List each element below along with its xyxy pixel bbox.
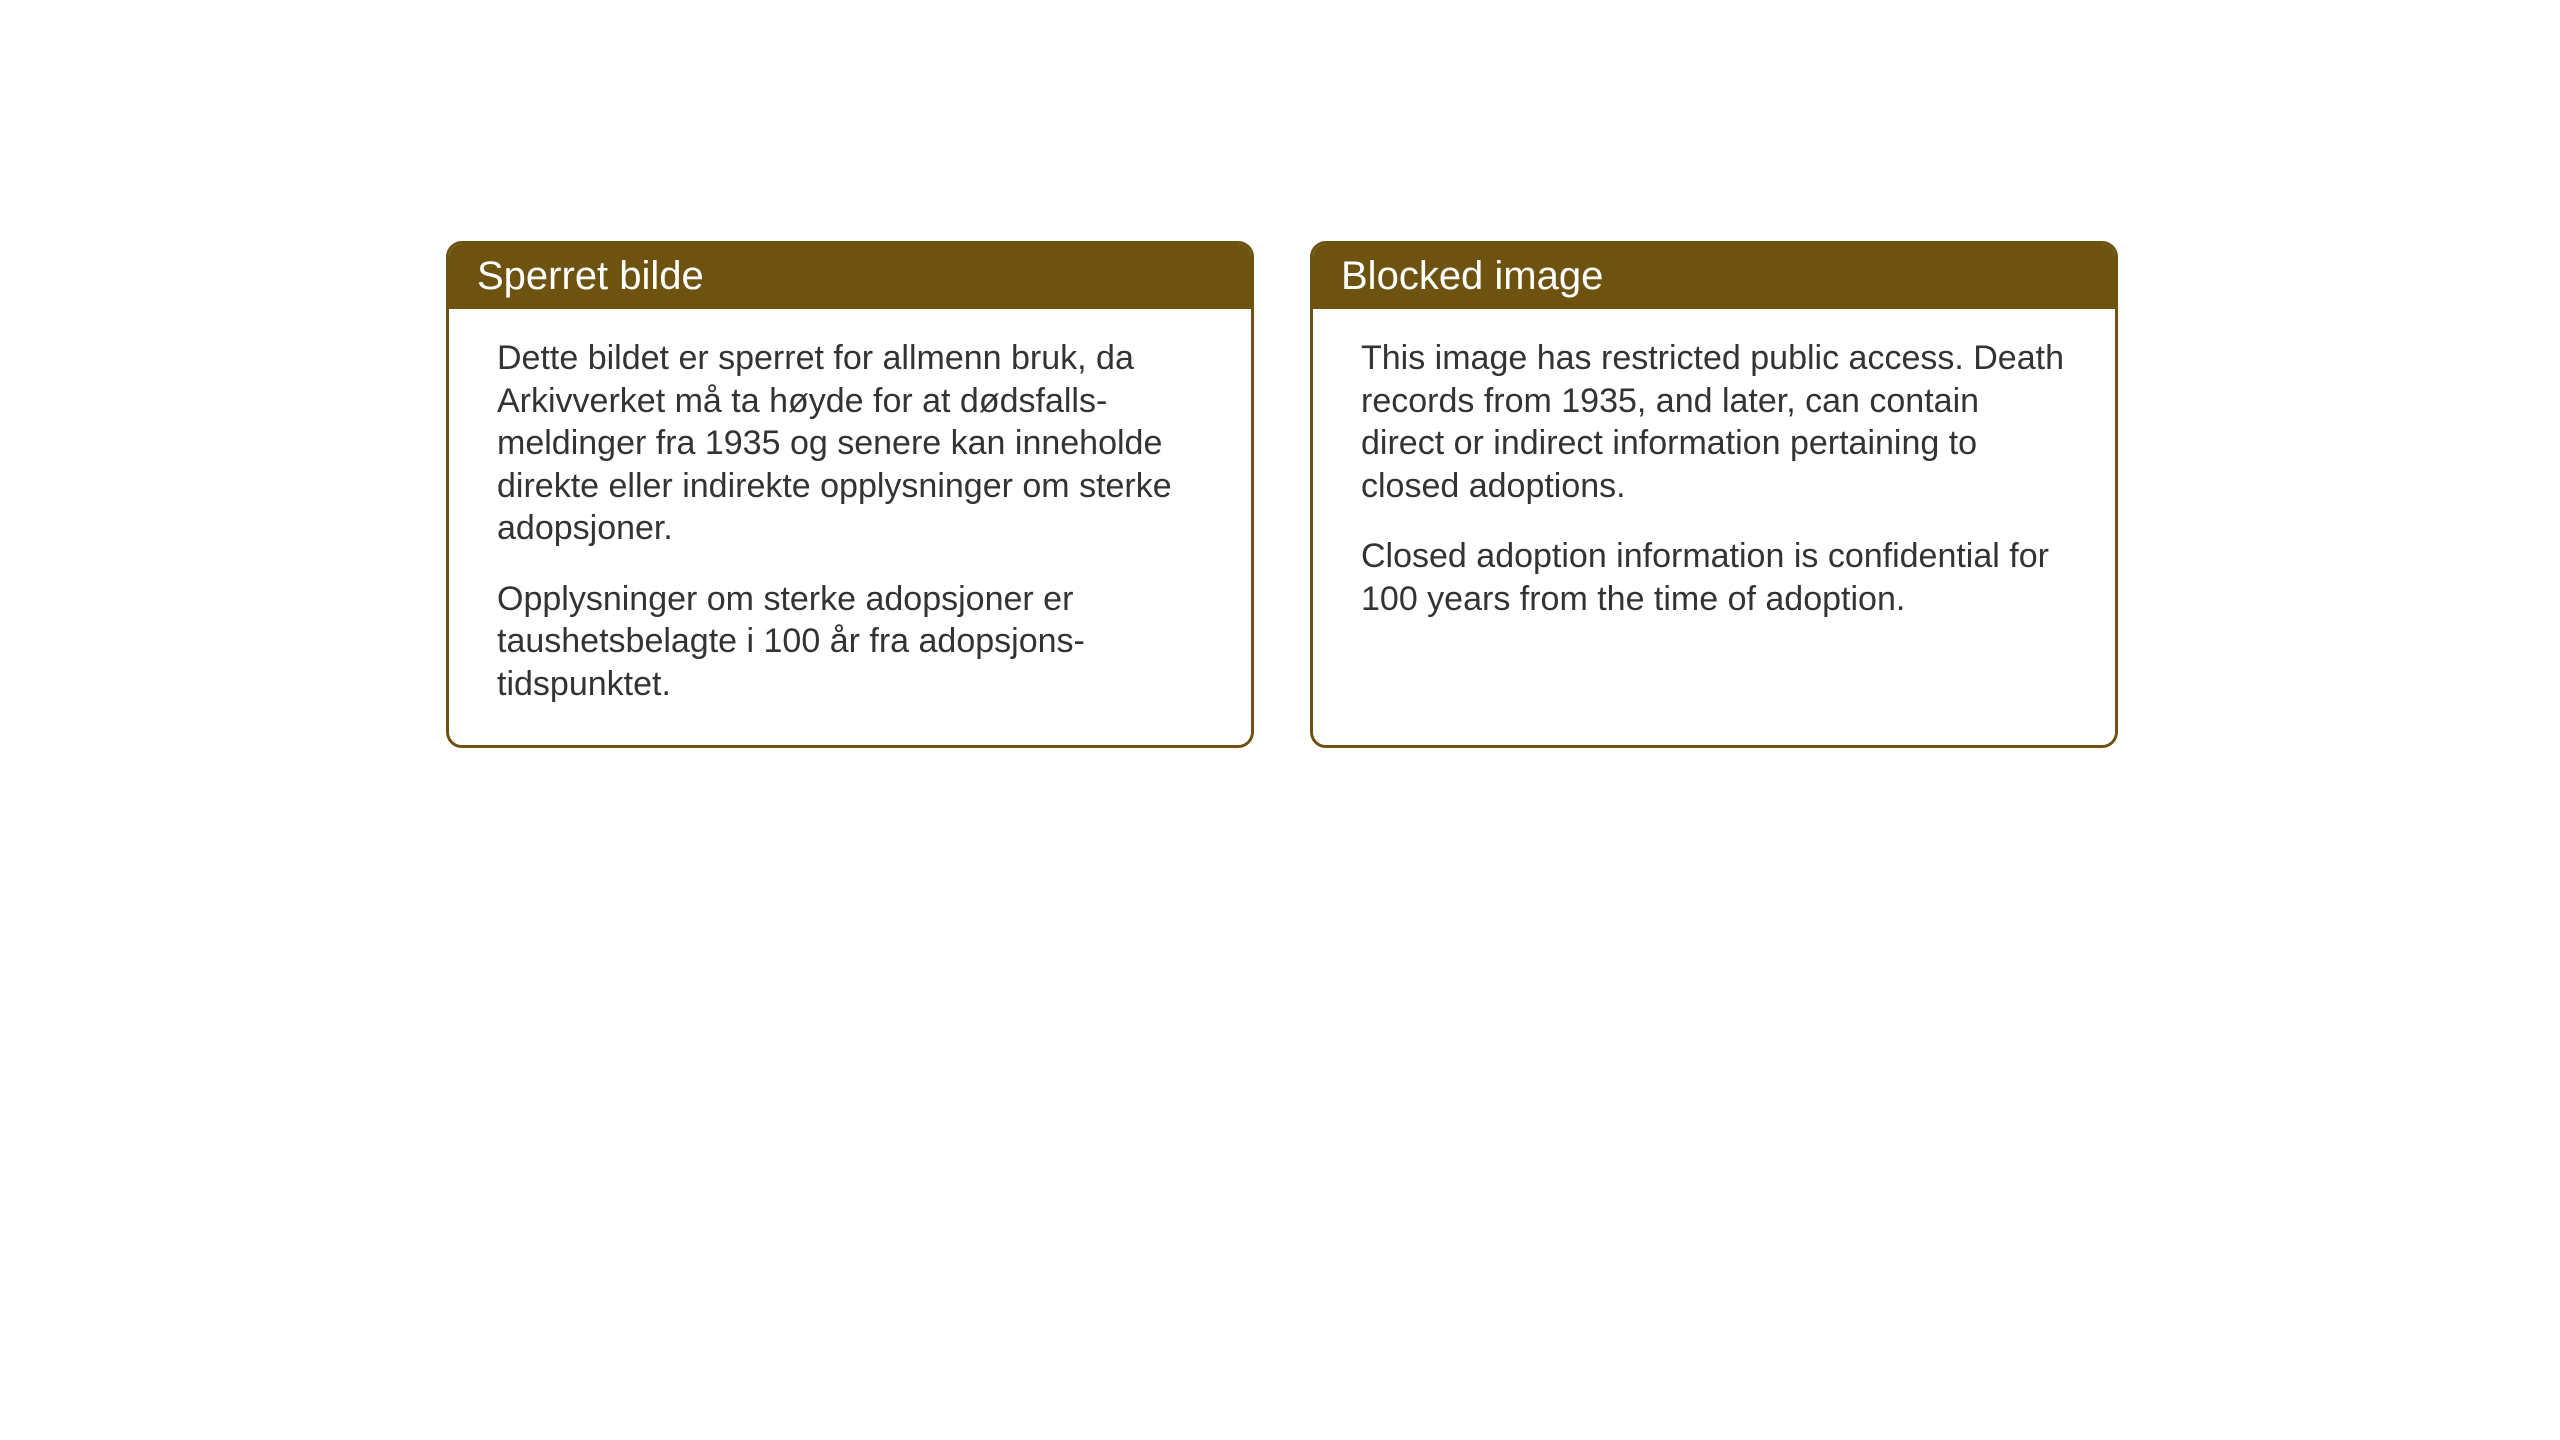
card-header-norwegian: Sperret bilde (449, 244, 1251, 309)
notice-card-norwegian: Sperret bilde Dette bildet er sperret fo… (446, 241, 1254, 748)
card-body-norwegian: Dette bildet er sperret for allmenn bruk… (449, 309, 1251, 745)
card-paragraph-2-english: Closed adoption information is confident… (1361, 535, 2067, 620)
card-body-english: This image has restricted public access.… (1313, 309, 2115, 660)
notice-cards-container: Sperret bilde Dette bildet er sperret fo… (446, 241, 2118, 748)
notice-card-english: Blocked image This image has restricted … (1310, 241, 2118, 748)
card-paragraph-1-norwegian: Dette bildet er sperret for allmenn bruk… (497, 337, 1203, 550)
card-paragraph-1-english: This image has restricted public access.… (1361, 337, 2067, 507)
card-title-english: Blocked image (1341, 254, 1603, 299)
card-title-norwegian: Sperret bilde (477, 254, 704, 299)
card-paragraph-2-norwegian: Opplysninger om sterke adopsjoner er tau… (497, 578, 1203, 706)
card-header-english: Blocked image (1313, 244, 2115, 309)
